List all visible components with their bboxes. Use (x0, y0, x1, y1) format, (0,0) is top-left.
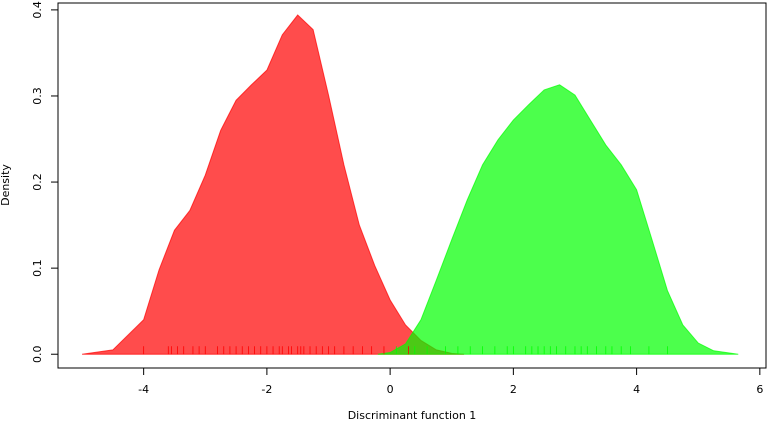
x-tick-label: 2 (510, 383, 517, 396)
density-area (377, 84, 739, 355)
y-axis-label: Density (0, 164, 12, 206)
x-tick-label: -2 (261, 383, 272, 396)
plot-frame (57, 2, 767, 369)
density-area (81, 14, 465, 355)
y-tick-label: 0.3 (31, 87, 44, 105)
y-tick-label: 0.0 (31, 345, 44, 363)
y-tick-label: 0.4 (31, 1, 44, 19)
x-tick-label: 4 (633, 383, 640, 396)
y-tick-label: 0.2 (31, 173, 44, 191)
y-tick-label: 0.1 (31, 259, 44, 277)
x-tick-label: -4 (138, 383, 149, 396)
x-tick-label: 6 (756, 383, 763, 396)
x-axis-label: Discriminant function 1 (348, 409, 477, 422)
x-tick-label: 0 (387, 383, 394, 396)
